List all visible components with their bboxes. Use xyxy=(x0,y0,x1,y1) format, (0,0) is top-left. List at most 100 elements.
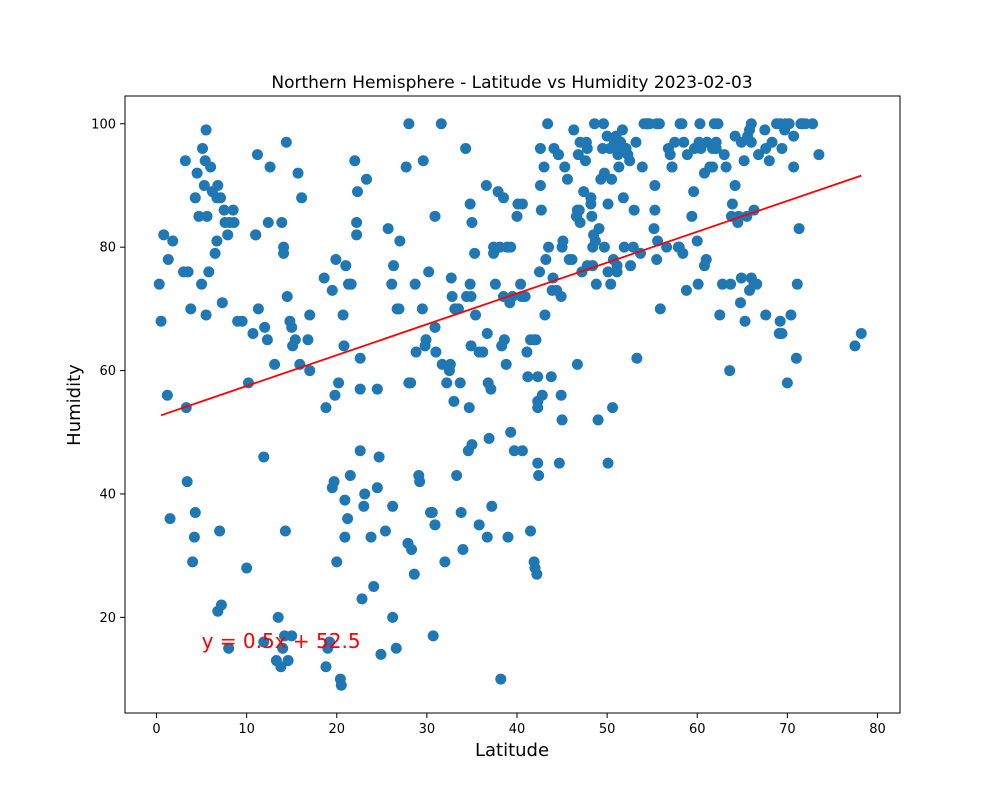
data-point xyxy=(411,347,422,358)
data-point xyxy=(498,192,509,203)
data-point xyxy=(201,310,212,321)
data-point xyxy=(346,279,357,290)
data-point xyxy=(677,248,688,259)
data-point xyxy=(192,168,203,179)
data-point xyxy=(517,198,528,209)
data-point xyxy=(535,143,546,154)
data-point xyxy=(782,377,793,388)
data-point xyxy=(187,556,198,567)
data-point xyxy=(296,192,307,203)
data-point xyxy=(418,155,429,166)
data-point xyxy=(327,285,338,296)
data-point xyxy=(485,384,496,395)
data-point xyxy=(546,371,557,382)
data-point xyxy=(201,124,212,135)
data-point xyxy=(383,223,394,234)
data-point xyxy=(394,235,405,246)
data-point xyxy=(531,569,542,580)
x-tick-label: 70 xyxy=(779,722,796,737)
x-axis-label: Latitude xyxy=(475,740,549,761)
x-tick-label: 30 xyxy=(419,722,436,737)
data-point xyxy=(535,180,546,191)
data-point xyxy=(420,334,431,345)
data-point xyxy=(532,458,543,469)
data-point xyxy=(676,118,687,129)
data-point xyxy=(427,507,438,518)
data-point xyxy=(746,118,757,129)
data-point xyxy=(180,155,191,166)
data-point xyxy=(302,334,313,345)
data-point xyxy=(355,445,366,456)
data-point xyxy=(495,674,506,685)
data-point xyxy=(512,211,523,222)
data-point xyxy=(692,235,703,246)
data-point xyxy=(339,532,350,543)
y-tick-label: 100 xyxy=(91,117,116,132)
data-point xyxy=(501,359,512,370)
data-point xyxy=(278,248,289,259)
data-point xyxy=(214,525,225,536)
data-point xyxy=(269,359,280,370)
data-point xyxy=(391,643,402,654)
data-point xyxy=(216,600,227,611)
data-point xyxy=(304,365,315,376)
data-point xyxy=(406,544,417,555)
data-point xyxy=(686,211,697,222)
data-point xyxy=(719,149,730,160)
data-point xyxy=(532,402,543,413)
data-point xyxy=(293,168,304,179)
data-point xyxy=(470,310,481,321)
data-point xyxy=(154,279,165,290)
data-point xyxy=(586,211,597,222)
data-point xyxy=(776,143,787,154)
data-point xyxy=(525,525,536,536)
data-point xyxy=(403,118,414,129)
x-tick-label: 50 xyxy=(599,722,616,737)
data-point xyxy=(667,161,678,172)
data-point xyxy=(210,248,221,259)
data-point xyxy=(405,377,416,388)
y-tick-label: 20 xyxy=(99,611,116,626)
data-point xyxy=(499,334,510,345)
data-point xyxy=(205,161,216,172)
data-point xyxy=(521,347,532,358)
data-point xyxy=(603,458,614,469)
data-point xyxy=(693,279,704,290)
data-point xyxy=(282,291,293,302)
data-point xyxy=(618,192,629,203)
x-tick-label: 10 xyxy=(238,722,255,737)
data-point xyxy=(380,525,391,536)
data-point xyxy=(764,155,775,166)
data-point xyxy=(620,143,631,154)
data-point xyxy=(448,396,459,407)
data-point xyxy=(357,593,368,604)
data-point xyxy=(637,161,648,172)
data-point xyxy=(372,384,383,395)
data-point xyxy=(273,612,284,623)
data-point xyxy=(792,279,803,290)
data-point xyxy=(163,254,174,265)
data-point xyxy=(252,149,263,160)
data-point xyxy=(276,217,287,228)
data-point xyxy=(445,359,456,370)
data-point xyxy=(651,254,662,265)
data-point xyxy=(441,377,452,388)
chart-title: Northern Hemisphere - Latitude vs Humidi… xyxy=(271,73,752,93)
data-point xyxy=(361,174,372,185)
data-point xyxy=(649,205,660,216)
data-point xyxy=(258,451,269,462)
data-point xyxy=(224,217,235,228)
data-point xyxy=(746,137,757,148)
data-point xyxy=(355,353,366,364)
data-point xyxy=(430,211,441,222)
x-tick-label: 20 xyxy=(328,722,345,737)
y-tick-label: 80 xyxy=(99,241,116,256)
data-point xyxy=(694,118,705,129)
data-point xyxy=(575,217,586,228)
data-point xyxy=(333,377,344,388)
data-point xyxy=(349,155,360,166)
data-point xyxy=(477,347,488,358)
data-point xyxy=(482,328,493,339)
data-point xyxy=(460,143,471,154)
